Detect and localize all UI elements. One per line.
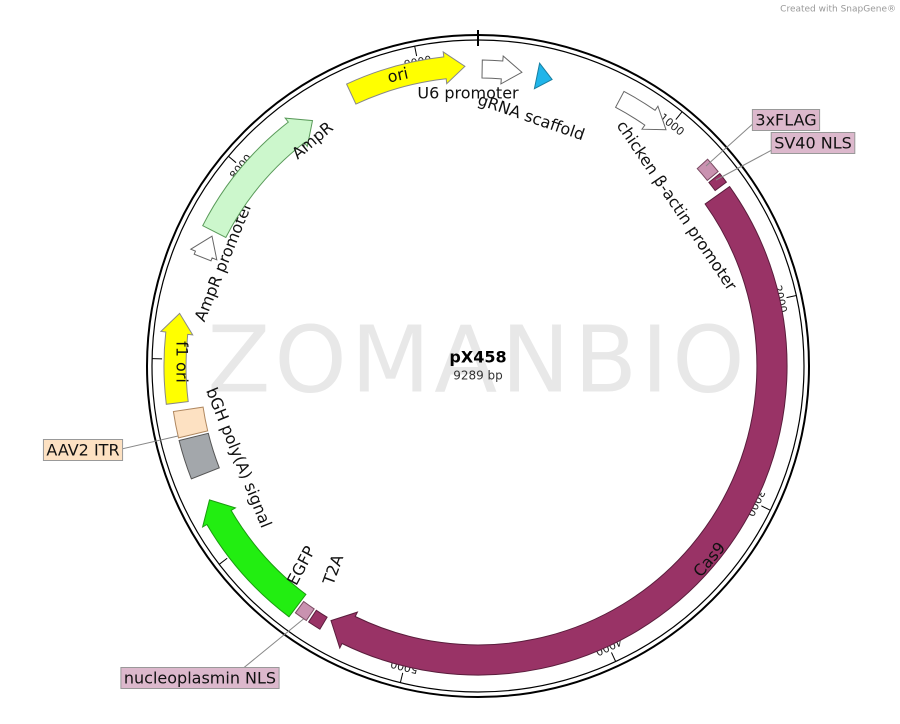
feature — [294, 600, 315, 622]
label-box — [120, 667, 280, 689]
feature-label: U6 promoter — [417, 84, 519, 103]
feature-label: EGFP — [283, 543, 319, 589]
tick-mark — [228, 155, 237, 164]
feature-label: nucleoplasmin NLS — [124, 669, 276, 688]
plasmid-size: 9289 bp — [453, 369, 503, 383]
tick-mark — [399, 672, 404, 683]
feature — [481, 54, 523, 85]
feature — [307, 609, 328, 630]
feature — [159, 312, 194, 405]
feature-label: ori — [386, 64, 410, 87]
leader-line — [112, 435, 179, 452]
tick-mark — [218, 557, 228, 565]
label-box — [751, 109, 821, 131]
feature-label: gRNA scaffold — [475, 90, 587, 144]
tick-mark — [414, 46, 418, 57]
feature-label: T2A — [319, 552, 348, 589]
feature-label: AAV2 ITR — [46, 441, 119, 460]
feature — [172, 406, 209, 439]
feature — [202, 117, 314, 239]
feature — [345, 50, 466, 105]
label-box — [42, 439, 124, 461]
feature — [201, 499, 307, 618]
feature-label: SV40 NLS — [774, 134, 852, 153]
feature — [178, 432, 220, 480]
feature — [189, 235, 218, 262]
tick-mark — [675, 111, 683, 120]
credit: Created with SnapGene® — [780, 5, 896, 15]
feature-label: f1 ori — [173, 341, 192, 383]
tick-mark — [786, 295, 797, 299]
label-box — [770, 132, 856, 154]
leader-line — [705, 120, 757, 167]
watermark: ZOMANBIO — [207, 306, 748, 413]
feature — [533, 62, 553, 90]
feature-label: 3xFLAG — [755, 111, 816, 130]
tick-mark — [610, 652, 617, 662]
feature — [330, 185, 788, 676]
feature — [614, 90, 667, 131]
plasmid-name: pX458 — [449, 348, 506, 367]
tick-mark — [761, 505, 771, 511]
feature — [696, 158, 719, 182]
